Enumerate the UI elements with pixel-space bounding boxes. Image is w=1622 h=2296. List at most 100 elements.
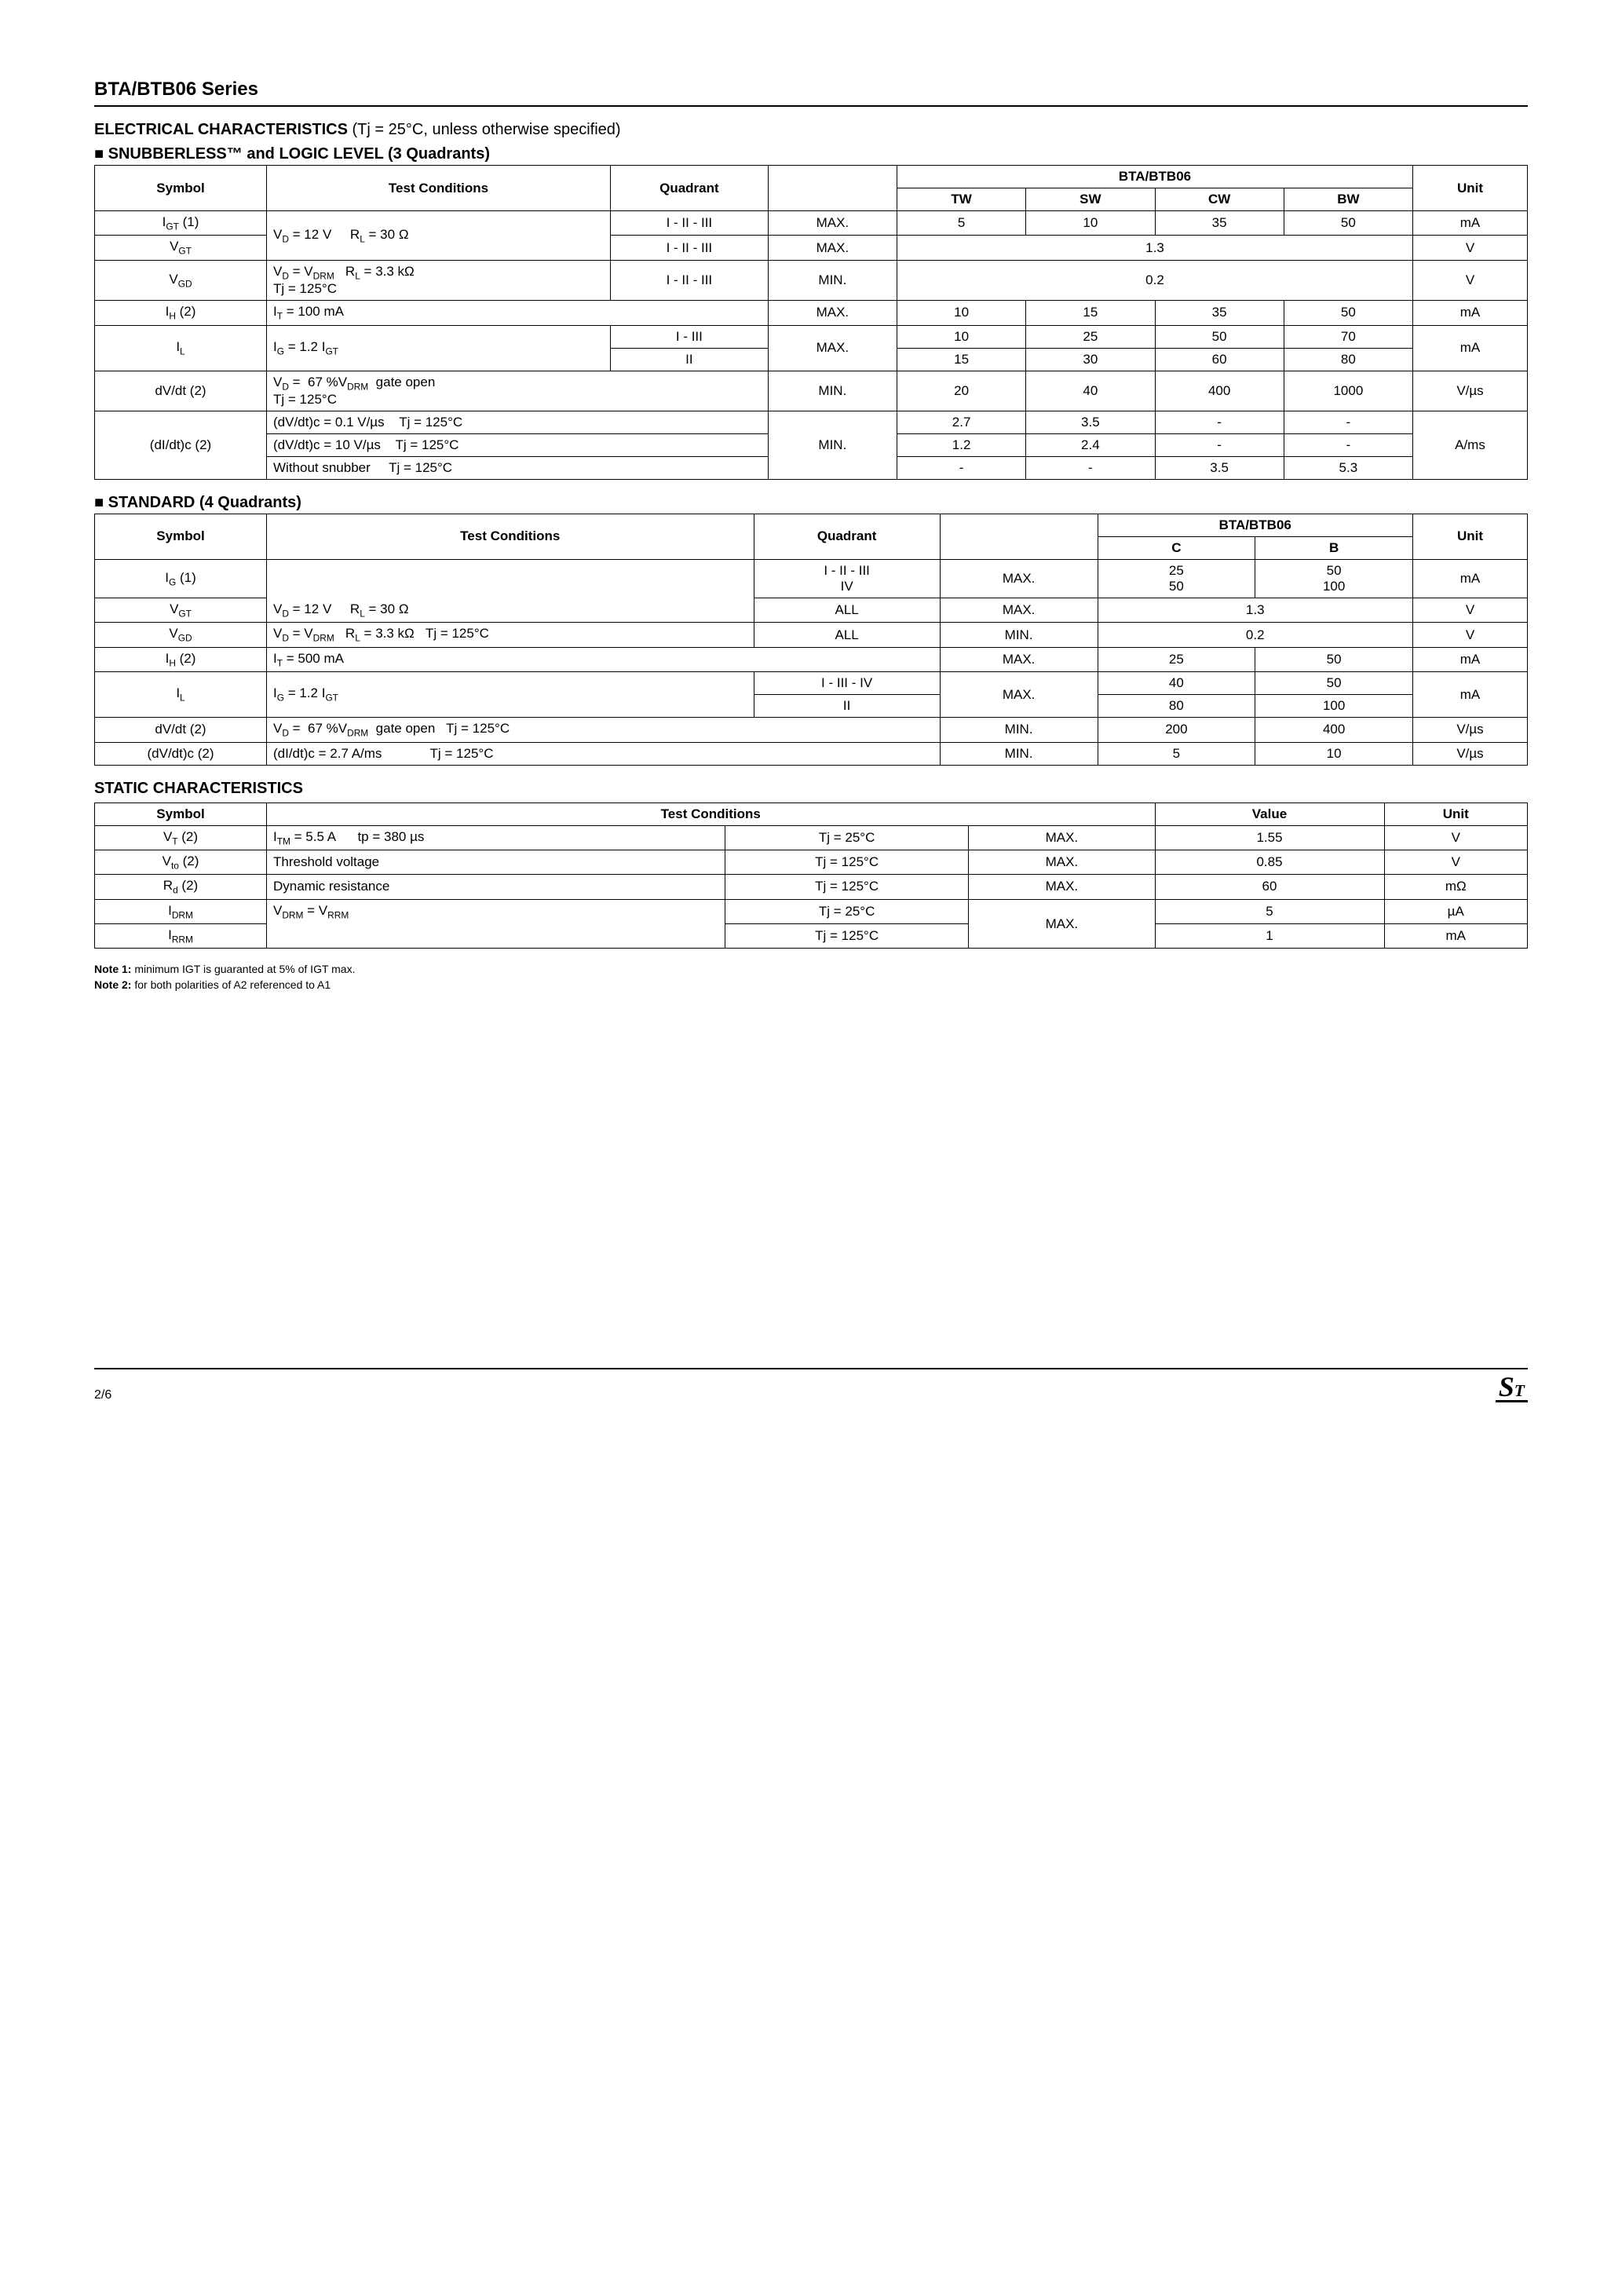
th-quadrant: Quadrant	[611, 166, 769, 211]
th-test: Test Conditions	[267, 514, 754, 559]
th-symbol: Symbol	[95, 514, 267, 559]
th-bw: BW	[1284, 188, 1412, 211]
cell: V/µs	[1413, 718, 1528, 742]
th-quadrant: Quadrant	[754, 514, 940, 559]
note1-text: minimum IGT is guaranted at 5% of IGT ma…	[131, 963, 355, 975]
th-tw: TW	[897, 188, 1026, 211]
cell: 50	[1284, 211, 1412, 236]
note1-label: Note 1:	[94, 963, 131, 975]
cell: IT = 500 mA	[267, 647, 941, 671]
cell: MIN.	[768, 371, 897, 411]
cell: 10	[897, 325, 1026, 348]
cell: I - III - IV	[754, 672, 940, 695]
cell: -	[1155, 433, 1284, 456]
cell: VD = 12 V RL = 30 Ω	[267, 211, 611, 261]
cell: 15	[1026, 301, 1155, 325]
cell: I - II - IIIIV	[754, 559, 940, 598]
cell: IL	[95, 672, 267, 718]
cell: MAX.	[768, 211, 897, 236]
cell: 60	[1155, 875, 1384, 899]
page-footer: 2/6 ST	[94, 1368, 1528, 1402]
cell: IG (1)	[95, 559, 267, 598]
cell: 70	[1284, 325, 1412, 348]
cell: VT (2)	[95, 825, 267, 850]
cell: 3.5	[1155, 456, 1284, 479]
th-symbol: Symbol	[95, 803, 267, 825]
cell: VD = 12 V RL = 30 Ω	[267, 559, 754, 622]
cell: MAX.	[969, 899, 1155, 949]
cell: Vto (2)	[95, 850, 267, 874]
cell: V	[1413, 260, 1528, 300]
cell: IT = 100 mA	[267, 301, 769, 325]
cell: VGD	[95, 260, 267, 300]
cell: V	[1413, 236, 1528, 260]
cell: 1	[1155, 924, 1384, 949]
cell: 5.3	[1284, 456, 1412, 479]
cell: 10	[1255, 742, 1413, 765]
cell: IG = 1.2 IGT	[267, 672, 754, 718]
cell: Tj = 125°C	[725, 924, 969, 949]
cell: VGD	[95, 623, 267, 647]
cell: MIN.	[940, 742, 1098, 765]
cell: dV/dt (2)	[95, 371, 267, 411]
cell: 5	[897, 211, 1026, 236]
cell: 60	[1155, 348, 1284, 371]
cell: Tj = 125°C	[725, 850, 969, 874]
cell: VD = 67 %VDRM gate open Tj = 125°C	[267, 718, 941, 742]
cell: 5	[1098, 742, 1255, 765]
cell: ALL	[754, 598, 940, 622]
cell: 400	[1255, 718, 1413, 742]
cell: IL	[95, 325, 267, 371]
th-symbol: Symbol	[95, 166, 267, 211]
cell: 30	[1026, 348, 1155, 371]
cell: MIN.	[768, 411, 897, 479]
cell: 1000	[1284, 371, 1412, 411]
notes: Note 1: minimum IGT is guaranted at 5% o…	[94, 963, 1528, 991]
cell: IG = 1.2 IGT	[267, 325, 611, 371]
elec-cond: (Tj = 25°C, unless otherwise specified)	[348, 121, 621, 138]
static-table: Symbol Test Conditions Value Unit VT (2)…	[94, 803, 1528, 949]
cell: V	[1384, 825, 1528, 850]
th-b: B	[1255, 536, 1413, 559]
cell: Tj = 25°C	[725, 825, 969, 850]
cell: MIN.	[940, 623, 1098, 647]
cell: ALL	[754, 623, 940, 647]
cell: IGT (1)	[95, 211, 267, 236]
cell: MAX.	[940, 598, 1098, 622]
th-unit: Unit	[1413, 514, 1528, 559]
cell: MAX.	[969, 875, 1155, 899]
cell: µA	[1384, 899, 1528, 923]
cell: V/µs	[1413, 742, 1528, 765]
cell: II	[611, 348, 769, 371]
cell: 400	[1155, 371, 1284, 411]
cell: V	[1413, 623, 1528, 647]
cell: 0.85	[1155, 850, 1384, 874]
snubberless-table: Symbol Test Conditions Quadrant BTA/BTB0…	[94, 165, 1528, 480]
cell: Rd (2)	[95, 875, 267, 899]
cell: IH (2)	[95, 647, 267, 671]
cell: VD = 67 %VDRM gate openTj = 125°C	[267, 371, 769, 411]
cell: I - II - III	[611, 211, 769, 236]
snubberless-title: SNUBBERLESS™ and LOGIC LEVEL (3 Quadrant…	[94, 145, 1528, 163]
cell: 3.5	[1026, 411, 1155, 433]
cell: (dI/dt)c (2)	[95, 411, 267, 479]
cell: -	[1026, 456, 1155, 479]
cell: 10	[1026, 211, 1155, 236]
cell: 40	[1026, 371, 1155, 411]
elec-char-title: ELECTRICAL CHARACTERISTICS (Tj = 25°C, u…	[94, 121, 1528, 139]
cell: 2.7	[897, 411, 1026, 433]
cell: mA	[1413, 325, 1528, 371]
standard-title: STANDARD (4 Quadrants)	[94, 494, 1528, 512]
cell: Tj = 25°C	[725, 899, 969, 923]
cell: I - II - III	[611, 260, 769, 300]
th-bta: BTA/BTB06	[897, 166, 1413, 188]
cell: 50	[1255, 647, 1413, 671]
cell: mA	[1413, 559, 1528, 598]
cell: -	[897, 456, 1026, 479]
cell: 80	[1098, 695, 1255, 718]
cell: 1.55	[1155, 825, 1384, 850]
cell: 80	[1284, 348, 1412, 371]
cell: 50	[1155, 325, 1284, 348]
cell: 50100	[1255, 559, 1413, 598]
cell: V	[1384, 850, 1528, 874]
